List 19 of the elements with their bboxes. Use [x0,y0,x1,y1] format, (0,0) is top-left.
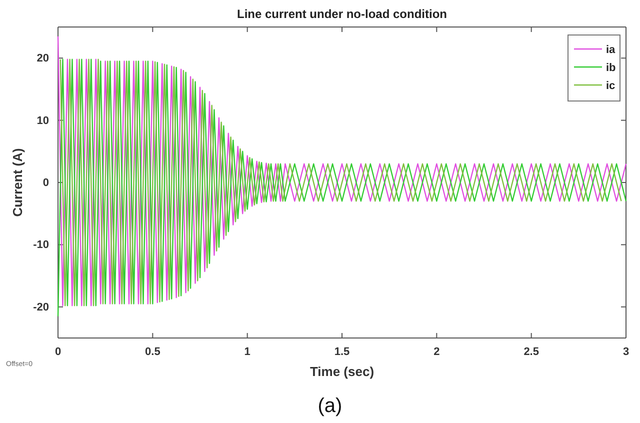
x-tick-label: 2.5 [524,346,539,358]
y-tick-label: 0 [42,177,49,190]
x-tick-label: 1 [244,346,250,358]
y-tick-label: 20 [36,52,49,65]
text: (a) [318,395,342,417]
legend-label: ib [606,62,616,74]
legend-label: ia [606,44,616,56]
legend-label: ic [606,80,616,92]
x-tick-label: 2 [434,346,440,358]
y-tick-label: 10 [36,114,49,127]
y-tick-label: -20 [33,301,49,314]
chart-title: Line current under no-load condition [237,7,447,21]
x-axis-title: Time (sec) [310,364,374,379]
x-tick-label: 0.5 [145,346,160,358]
x-tick-label: 0 [54,346,62,358]
y-tick-label: -10 [33,239,49,252]
x-tick-label: 3 [622,346,630,358]
y-axis-title: Current (A) [10,148,25,217]
x-tick-label: 1.5 [334,346,350,358]
